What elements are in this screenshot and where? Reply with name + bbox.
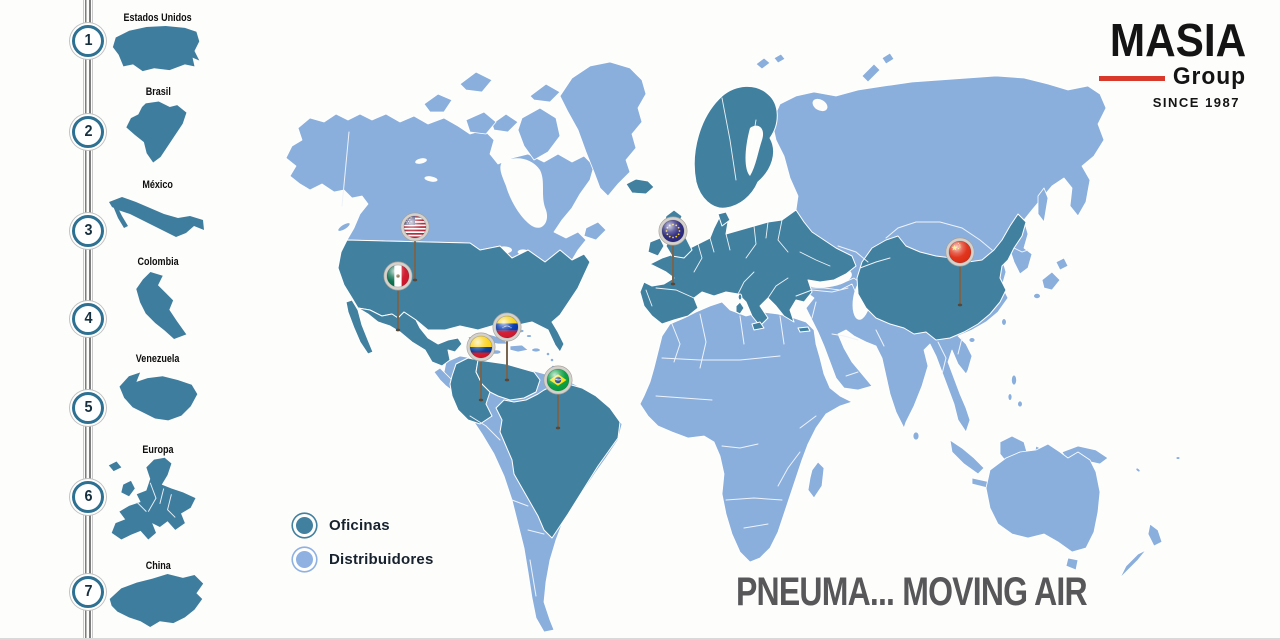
- node-number: 3: [83, 222, 93, 239]
- timeline-node-1: 1: [72, 25, 104, 57]
- legend-offices-label: Oficinas: [329, 516, 390, 534]
- logo-red-line: [1099, 76, 1165, 81]
- node-number: 1: [83, 32, 93, 49]
- node-number: 7: [83, 583, 93, 600]
- timeline-node-3: 3: [72, 215, 104, 247]
- europe-silhouette: [104, 454, 208, 550]
- country-borders-europe: [645, 97, 831, 307]
- country-usa: [337, 239, 591, 353]
- usa-silhouette: [110, 22, 206, 78]
- legend-item-offices: Oficinas: [292, 508, 433, 542]
- colombia-silhouette: [124, 266, 192, 346]
- sidebar-item-brasil: Brasil: [145, 86, 171, 98]
- sidebar-item-estados-unidos: Estados Unidos: [123, 12, 193, 24]
- tagline: PNEUMA... MOVING AIR: [736, 570, 1175, 615]
- legend-distributors-label: Distribuidores: [329, 550, 434, 568]
- timeline-node-2: 2: [72, 116, 104, 148]
- timeline-node-6: 6: [72, 481, 104, 513]
- office-marker-icon: [296, 516, 313, 534]
- node-number: 4: [83, 310, 93, 327]
- timeline-node-7: 7: [72, 576, 104, 608]
- logo-group-text: Group: [1172, 63, 1246, 90]
- country-china: [856, 213, 1027, 341]
- tagline-text: PNEUMA... MOVING AIR: [736, 570, 1088, 614]
- masia-group-logo: MASIA Group SINCE 1987: [1096, 14, 1246, 110]
- country-sidebar: 1 2 3 4 5 6 7 Estados Unidos Brasil Méxi…: [0, 0, 232, 638]
- sidebar-item-colombia: Colombia: [137, 256, 179, 268]
- node-number: 5: [83, 399, 93, 416]
- sidebar-item-venezuela: Venezuela: [136, 353, 180, 365]
- logo-since-text: SINCE 1987: [1152, 95, 1240, 110]
- pin-estados-unidos: [400, 212, 430, 282]
- china-silhouette: [102, 568, 208, 632]
- sidebar-item-mexico: México: [142, 179, 174, 191]
- country-iceland: [625, 178, 655, 195]
- bothnia-cutout: [745, 125, 764, 176]
- legend-item-distributors: Distribuidores: [292, 542, 433, 576]
- brazil-silhouette: [118, 96, 192, 168]
- pin-colombia: [466, 332, 496, 402]
- logo-masia-text: MASIA: [1109, 14, 1246, 66]
- sidebar-item-europa: Europa: [142, 444, 174, 456]
- distributor-marker-icon: [296, 550, 313, 568]
- map-pins: [383, 212, 975, 430]
- node-number: 2: [83, 123, 93, 140]
- pin-venezuela: [492, 312, 522, 382]
- mexico-silhouette: [106, 192, 206, 242]
- pin-brasil: [543, 365, 573, 430]
- venezuela-silhouette: [112, 364, 202, 426]
- pin-china: [945, 237, 975, 307]
- country-brazil: [495, 383, 621, 539]
- pin-mexico: [383, 261, 413, 332]
- timeline-node-4: 4: [72, 303, 104, 335]
- timeline-node-5: 5: [72, 392, 104, 424]
- map-legend: Oficinas Distribuidores: [292, 508, 433, 576]
- node-number: 6: [83, 488, 93, 505]
- country-borders-light: [341, 131, 1029, 597]
- sidebar-item-china: China: [145, 560, 171, 572]
- pin-europa: [658, 216, 688, 286]
